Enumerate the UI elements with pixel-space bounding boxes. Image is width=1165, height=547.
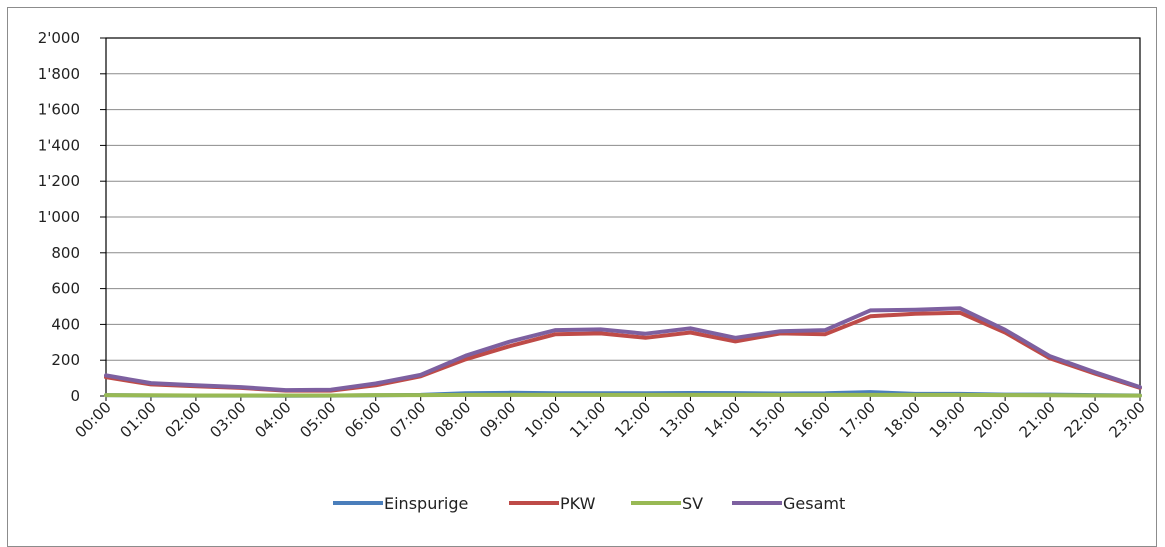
x-tick-label: 09:00 <box>476 398 519 441</box>
x-tick-label: 21:00 <box>1016 398 1059 441</box>
series-lines <box>104 306 1142 398</box>
x-tick-label: 19:00 <box>926 398 969 441</box>
x-tick-label: 16:00 <box>791 398 834 441</box>
x-tick-label: 02:00 <box>161 398 204 441</box>
x-tick-label: 08:00 <box>431 398 474 441</box>
y-tick-label: 1'000 <box>38 208 80 226</box>
y-tick-label: 600 <box>51 280 80 298</box>
x-tick-label: 18:00 <box>881 398 924 441</box>
legend-label-einspurige: Einspurige <box>384 494 468 513</box>
x-tick-label: 17:00 <box>836 398 879 441</box>
x-tick-label: 03:00 <box>206 398 249 441</box>
y-tick-label: 800 <box>51 244 80 262</box>
y-tick-label: 200 <box>51 351 80 369</box>
x-tick-label: 23:00 <box>1106 398 1149 441</box>
legend-label-sv: SV <box>682 494 703 513</box>
x-tick-label: 15:00 <box>746 398 789 441</box>
y-tick-label: 1'600 <box>38 101 80 119</box>
legend: Einspurige PKW SV Gesamt <box>333 494 845 513</box>
x-axis-tick-labels: 00:00 01:00 02:00 03:00 04:00 05:00 06:00 07:00… <box>72 396 1149 441</box>
x-tick-label: 13:00 <box>656 398 699 441</box>
x-tick-label: 14:00 <box>701 398 744 441</box>
x-tick-label: 20:00 <box>971 398 1014 441</box>
x-tick-label: 22:00 <box>1061 398 1104 441</box>
y-tick-label: 400 <box>51 315 80 333</box>
line-chart: 0 200 400 600 800 1'000 1'200 1'400 1'600 1'800 2'… <box>38 29 1149 513</box>
y-tick-label: 1'200 <box>38 172 80 190</box>
x-tick-label: 10:00 <box>521 398 564 441</box>
gridlines <box>100 37 1141 397</box>
legend-label-gesamt: Gesamt <box>783 494 845 513</box>
x-tick-label: 05:00 <box>296 398 339 441</box>
series-line-sv <box>104 392 1142 398</box>
chart-frame <box>7 7 1157 547</box>
x-tick-label: 11:00 <box>566 398 609 441</box>
x-tick-label: 01:00 <box>116 398 159 441</box>
legend-label-pkw: PKW <box>560 494 596 513</box>
x-tick-label: 07:00 <box>386 398 429 441</box>
y-tick-label: 1'400 <box>38 136 80 154</box>
y-tick-label: 2'000 <box>38 29 80 47</box>
y-axis-tick-labels: 0 200 400 600 800 1'000 1'200 1'400 1'600 1'800 2'… <box>38 29 80 405</box>
x-tick-label: 06:00 <box>341 398 384 441</box>
y-tick-label: 0 <box>70 387 80 405</box>
x-tick-label: 12:00 <box>611 398 654 441</box>
y-tick-label: 1'800 <box>38 65 80 83</box>
series-line-gesamt <box>104 306 1142 393</box>
x-tick-label: 04:00 <box>251 398 294 441</box>
